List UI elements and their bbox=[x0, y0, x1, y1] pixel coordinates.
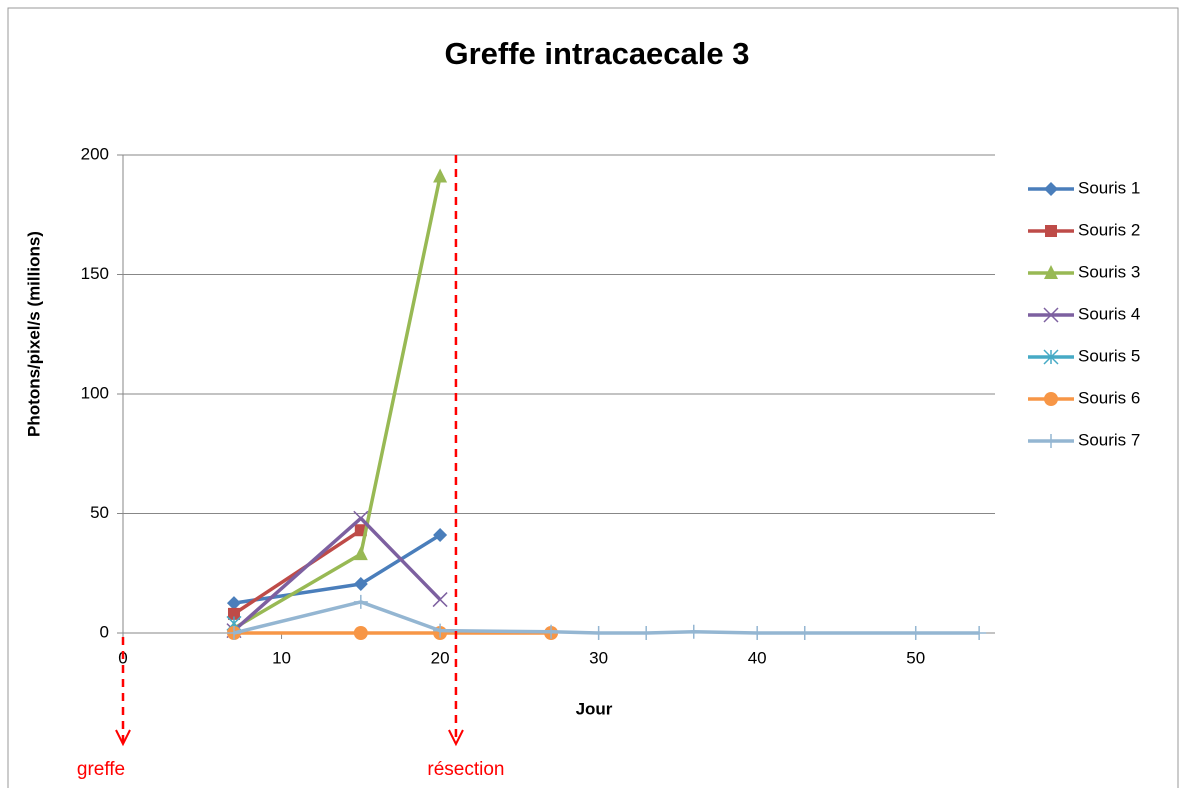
y-tick-label: 150 bbox=[81, 264, 109, 283]
marker bbox=[908, 626, 923, 640]
legend-marker bbox=[1044, 392, 1058, 406]
marker bbox=[353, 577, 368, 592]
chart-border bbox=[7, 7, 1179, 788]
y-tick-label: 50 bbox=[90, 503, 109, 522]
marker bbox=[433, 528, 448, 543]
legend-label: Souris 1 bbox=[1078, 178, 1140, 197]
legend-marker bbox=[1043, 349, 1059, 365]
x-axis-label: Jour bbox=[576, 699, 613, 718]
legend-label: Souris 3 bbox=[1078, 262, 1140, 281]
marker bbox=[433, 168, 448, 183]
x-tick-label: 20 bbox=[431, 648, 450, 667]
y-tick-label: 0 bbox=[100, 622, 109, 641]
marker bbox=[353, 594, 368, 609]
series bbox=[226, 528, 448, 611]
x-tick-label: 30 bbox=[589, 648, 608, 667]
annotation-label: greffe bbox=[77, 759, 125, 780]
chart-title: Greffe intracaecale 3 bbox=[444, 36, 749, 71]
legend-label: Souris 5 bbox=[1078, 346, 1140, 365]
legend-label: Souris 4 bbox=[1078, 304, 1140, 323]
x-tick-label: 50 bbox=[906, 648, 925, 667]
marker bbox=[227, 607, 240, 620]
x-tick-label: 40 bbox=[748, 648, 767, 667]
marker bbox=[797, 626, 812, 640]
legend-label: Souris 6 bbox=[1078, 388, 1140, 407]
marker bbox=[972, 626, 987, 640]
legend-marker bbox=[1044, 434, 1058, 448]
annotation-label: résection bbox=[427, 759, 504, 780]
marker bbox=[750, 626, 765, 640]
marker bbox=[639, 626, 654, 640]
marker bbox=[353, 510, 369, 526]
marker bbox=[353, 546, 368, 561]
marker bbox=[544, 624, 559, 639]
legend-marker bbox=[1044, 182, 1058, 196]
y-axis-label: Photons/pixel/s (millions) bbox=[24, 231, 43, 437]
marker bbox=[226, 596, 241, 611]
y-tick-label: 200 bbox=[81, 144, 109, 163]
marker bbox=[686, 624, 701, 639]
annotation-arrow bbox=[115, 729, 131, 747]
marker bbox=[433, 623, 448, 638]
legend-marker bbox=[1045, 225, 1057, 237]
annotation-arrow bbox=[448, 729, 464, 747]
marker bbox=[591, 626, 606, 640]
x-tick-label: 10 bbox=[272, 648, 291, 667]
legend-marker bbox=[1043, 307, 1059, 323]
series bbox=[227, 524, 367, 620]
legend-label: Souris 7 bbox=[1078, 430, 1140, 449]
marker bbox=[226, 626, 241, 640]
legend-marker bbox=[1044, 265, 1058, 279]
y-tick-label: 100 bbox=[81, 383, 109, 402]
series bbox=[226, 594, 987, 640]
legend-label: Souris 2 bbox=[1078, 220, 1140, 239]
marker bbox=[432, 592, 448, 608]
marker bbox=[353, 626, 368, 640]
series-line bbox=[233, 528, 362, 616]
